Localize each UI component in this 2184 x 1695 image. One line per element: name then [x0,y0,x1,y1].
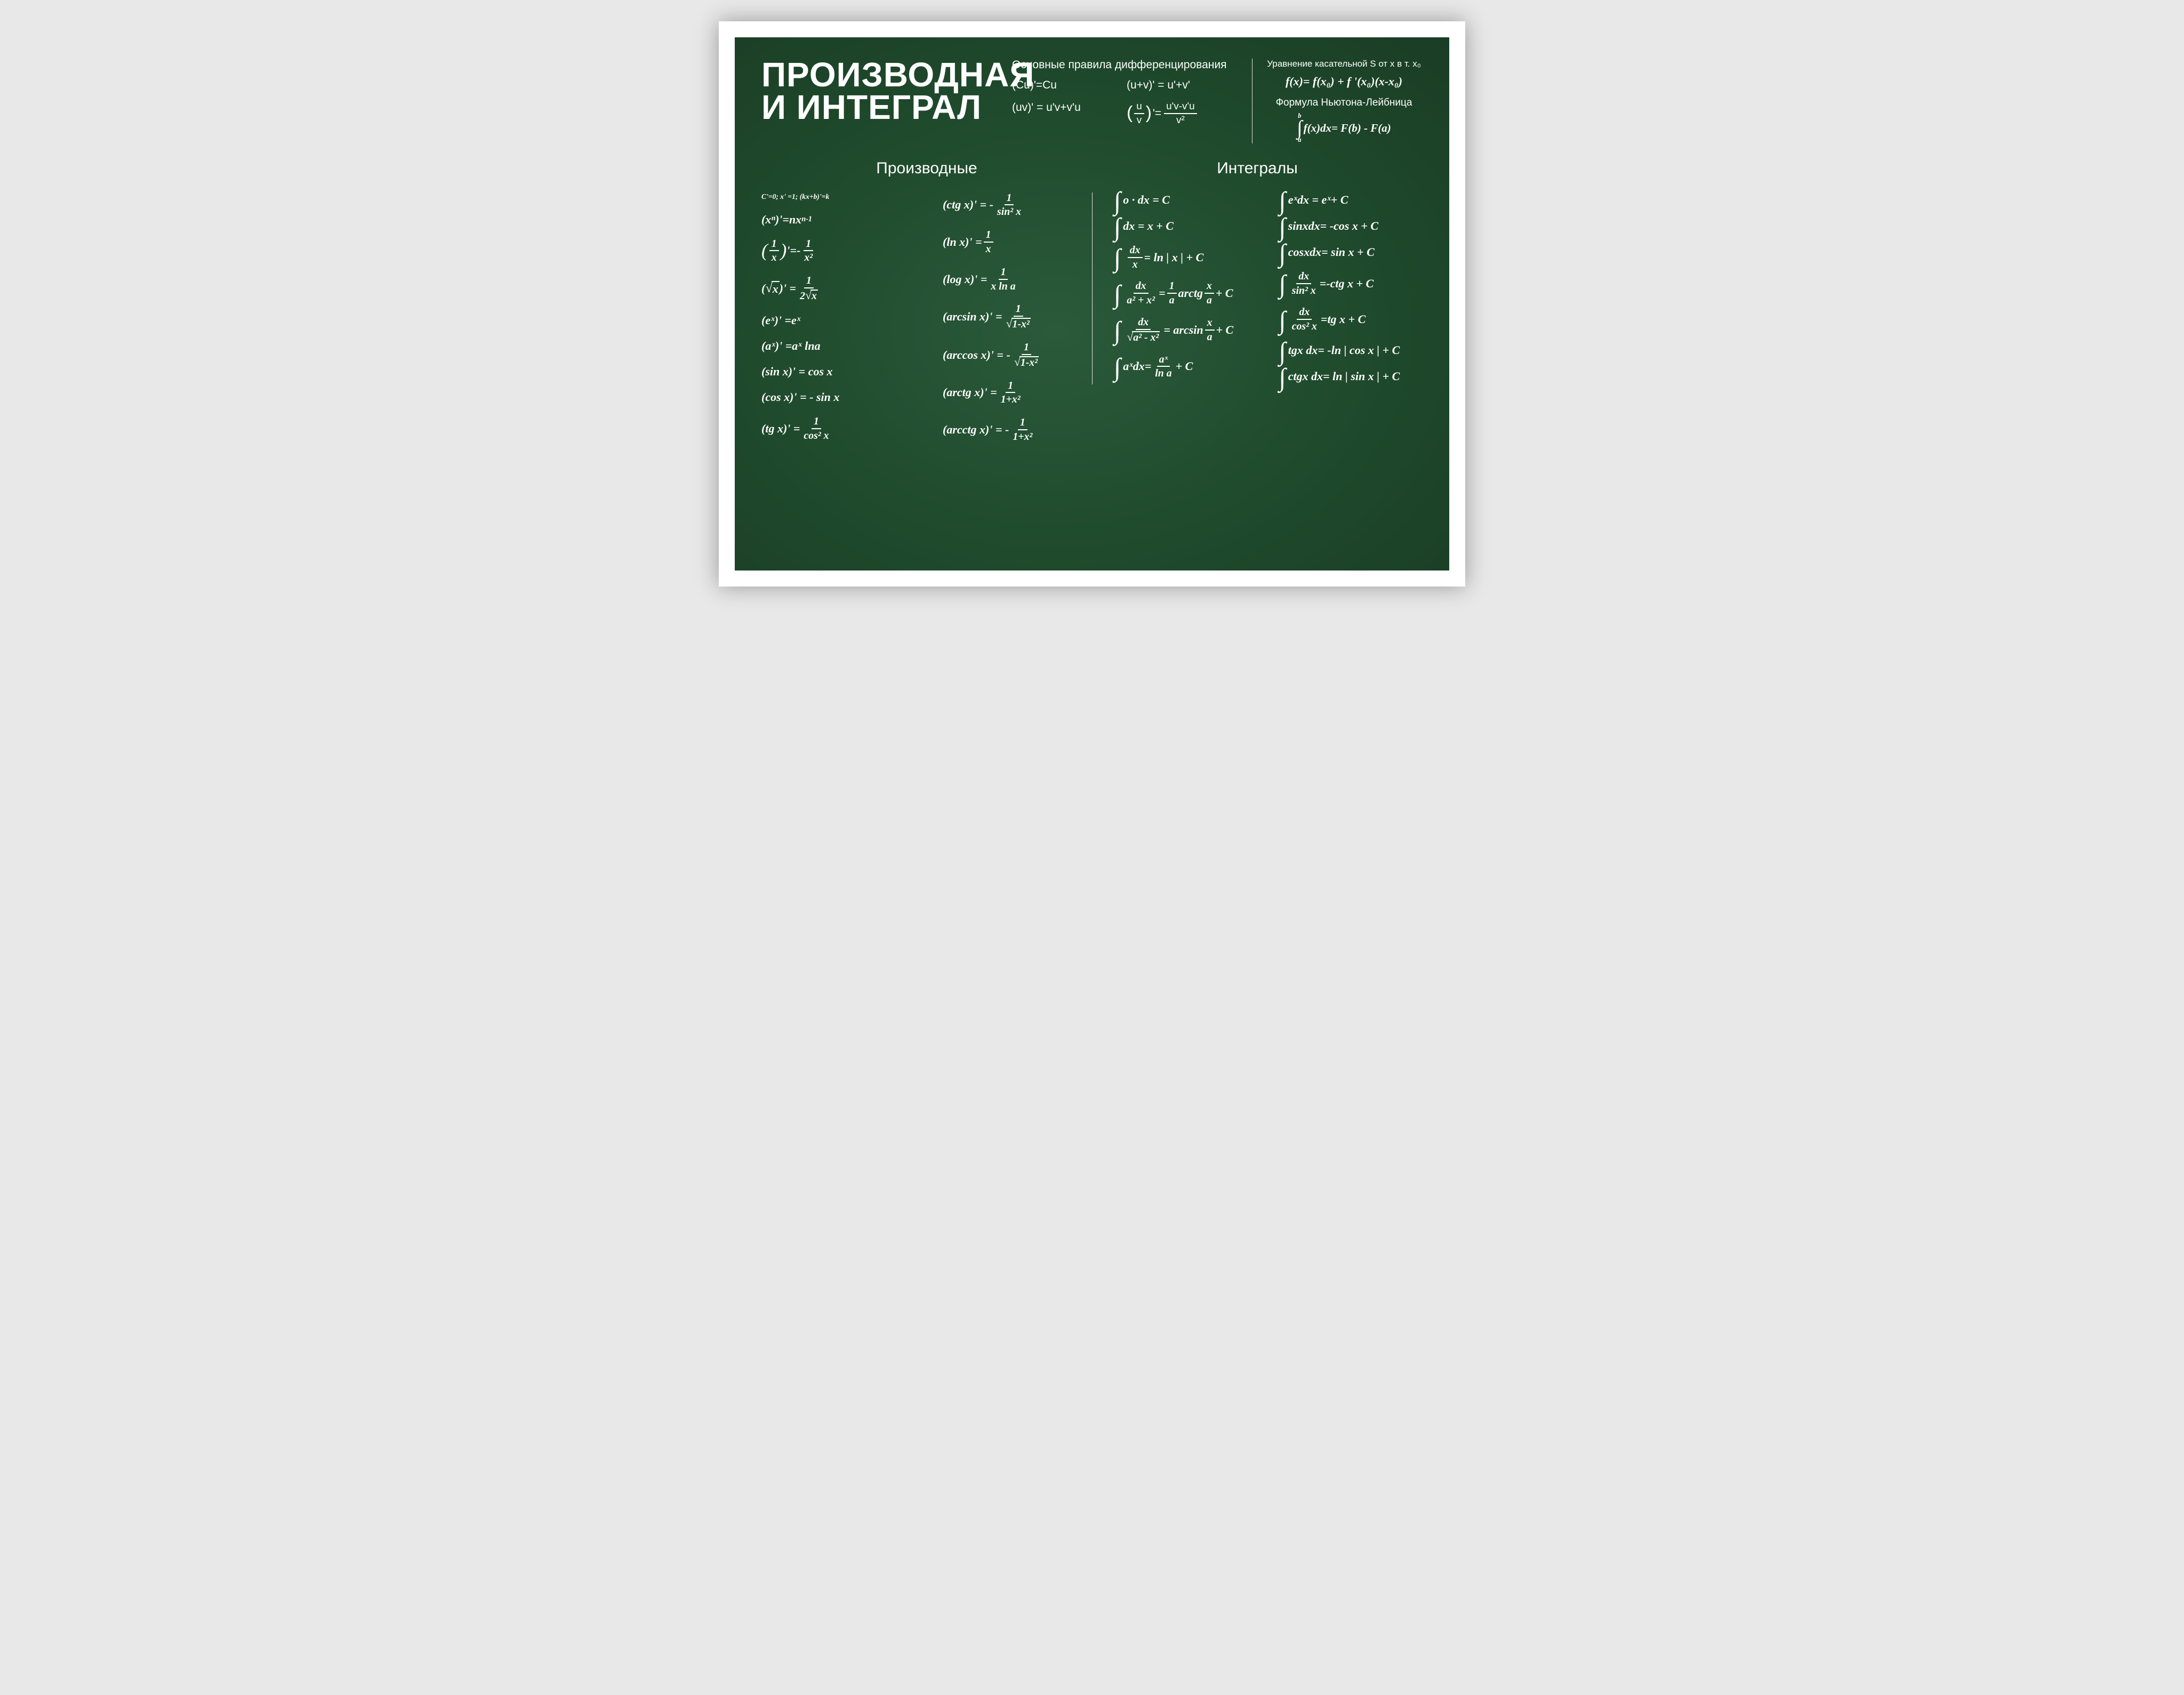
d-arcsin: (arcsin x)' = 1√1-x² [943,303,1092,330]
main-title: ПРОИЗВОДНАЯ И ИНТЕГРАЛ [761,59,996,124]
i-dx-over-x: ∫ dxx= ln | x | + C [1114,245,1258,270]
tangent-heading: Уравнение касательной S от x в т. x₀ [1265,59,1423,69]
rule-product: (uv)' = u'v+v'u [1012,101,1121,126]
title-line-2: И ИНТЕГРАЛ [761,91,996,124]
rule-quotient: (uv)'= u'v-v'uv² [1127,101,1236,126]
deriv-right: (ctg x)' = -1sin² x (ln x)' = 1x (log x)… [943,192,1092,443]
title-block: ПРОИЗВОДНАЯ И ИНТЕГРАЛ [761,59,996,143]
rule-sum: (u+v)' = u'+v' [1127,79,1236,92]
newton-heading: Формула Ньютона-Лейбница [1265,97,1423,109]
title-line-1: ПРОИЗВОДНАЯ [761,59,996,91]
header-row: ПРОИЗВОДНАЯ И ИНТЕГРАЛ Основные правила … [761,59,1423,143]
d-sin: (sin x)' = cos x [761,365,911,379]
i-cos: ∫cosxdx= sin x + C [1279,245,1423,260]
d-arccot: (arcctg x)' = -11+x² [943,417,1092,443]
i-tan: ∫tgx dx= -ln | cos x | + C [1279,343,1423,358]
d-arctan: (arctg x)' = 11+x² [943,380,1092,406]
i-dx: ∫dx = x + C [1114,219,1258,234]
integrals-heading: Интегралы [1092,159,1423,178]
rule-cu: (Cu)'=Cu [1012,79,1121,92]
tangent-block: Уравнение касательной S от x в т. x₀ f(x… [1252,59,1423,143]
d-const: C'=0; x' =1; (kx+b)'=k [761,192,911,201]
tangent-formula: f(x)= f(x₀) + f '(x₀)(x-x₀) [1265,75,1423,89]
i-exp-e: ∫eˣdx = eˣ+ C [1279,192,1423,208]
i-exp-a: ∫aˣdx=aˣln a+ C [1114,354,1258,380]
i-zero: ∫o · dx = C [1114,192,1258,208]
int-left: ∫o · dx = C ∫dx = x + C ∫ dxx= ln | x | … [1114,192,1258,384]
d-log: (log x)' = 1x ln a [943,267,1092,292]
integrals-column: Интегралы ∫o · dx = C ∫dx = x + C ∫ dxx=… [1092,159,1423,443]
i-csc2: ∫dxsin² x=-ctg x + C [1279,271,1423,296]
d-reciprocal: (1x)'=-1x² [761,238,911,264]
differentiation-rules: Основные правила дифференцирования (Cu)'… [1012,59,1236,143]
i-sec2: ∫dxcos² x=tg x + C [1279,307,1423,332]
derivatives-heading: Производные [761,159,1092,178]
int-right: ∫eˣdx = eˣ+ C ∫sinxdx= -cos x + C ∫cosxd… [1279,192,1423,384]
main-columns: Производные C'=0; x' =1; (kx+b)'=k (xⁿ)'… [761,159,1423,443]
rules-grid: (Cu)'=Cu (u+v)' = u'+v' (uv)' = u'v+v'u … [1012,79,1236,126]
i-arcsin: ∫dx√a² - x²= arcsin xa+ C [1114,317,1258,343]
d-ln: (ln x)' = 1x [943,229,1092,255]
derivatives-grid: C'=0; x' =1; (kx+b)'=k (xⁿ)'=nxn-1 (1x)'… [761,192,1092,443]
derivatives-column: Производные C'=0; x' =1; (kx+b)'=k (xⁿ)'… [761,159,1092,443]
deriv-left: C'=0; x' =1; (kx+b)'=k (xⁿ)'=nxn-1 (1x)'… [761,192,911,443]
poster-frame: ПРОИЗВОДНАЯ И ИНТЕГРАЛ Основные правила … [719,21,1465,587]
d-power: (xⁿ)'=nxn-1 [761,213,911,227]
d-cos: (cos x)' = - sin x [761,390,911,404]
d-exp-e: (eˣ)' =eˣ [761,314,911,327]
integrals-grid: ∫o · dx = C ∫dx = x + C ∫ dxx= ln | x | … [1092,192,1423,384]
i-cot: ∫ctgx dx= ln | sin x | + C [1279,369,1423,384]
i-sin: ∫sinxdx= -cos x + C [1279,219,1423,234]
newton-formula: b∫a f(x)dx= F(b) - F(a) [1265,113,1423,143]
rules-heading: Основные правила дифференцирования [1012,59,1236,71]
d-arccos: (arccos x)' = -1√1-x² [943,342,1092,368]
d-tan: (tg x)' = 1cos² x [761,416,911,441]
d-exp-a: (aˣ)' =aˣ lna [761,339,911,353]
d-cot: (ctg x)' = -1sin² x [943,192,1092,218]
d-sqrt: (√x)' = 12√x [761,275,911,302]
chalkboard: ПРОИЗВОДНАЯ И ИНТЕГРАЛ Основные правила … [735,37,1449,571]
i-arctan: ∫dxa² + x²=1a arctg xa + C [1114,280,1258,306]
